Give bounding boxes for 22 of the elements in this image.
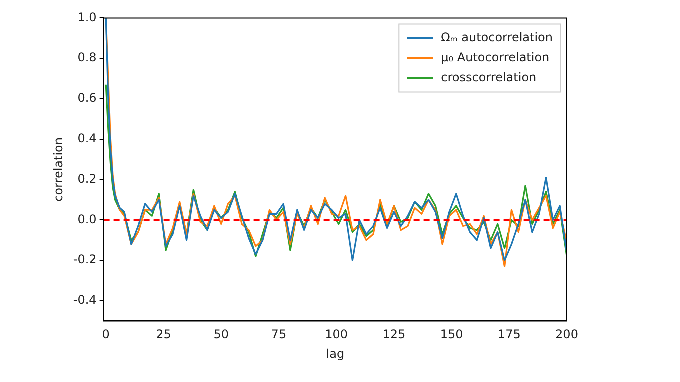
- y-tick-label: -0.2: [73, 252, 97, 267]
- x-tick-label: 100: [325, 328, 348, 342]
- x-tick-label: 125: [382, 328, 406, 342]
- y-tick-label: 0.8: [78, 50, 97, 65]
- x-axis-title: lag: [326, 346, 345, 361]
- y-tick-label: -0.4: [73, 293, 97, 308]
- legend-label: crosscorrelation: [441, 70, 537, 84]
- y-tick-label: 1.0: [78, 10, 97, 24]
- x-tick-label: 75: [271, 328, 287, 342]
- x-tick-label: 50: [214, 328, 229, 342]
- x-tick-label: 150: [440, 328, 464, 342]
- y-axis-title: correlation: [51, 138, 66, 202]
- legend-label: μ₀ Autocorrelation: [441, 50, 550, 64]
- x-tick-label: 200: [556, 328, 578, 342]
- x-tick-label: 175: [498, 328, 521, 342]
- y-tick-label: 0.4: [78, 132, 97, 146]
- x-tick-label: 0: [102, 328, 110, 342]
- y-tick-label: 0.6: [78, 91, 97, 106]
- y-tick-label: 0.0: [78, 212, 97, 226]
- y-tick-label: 0.2: [78, 172, 97, 186]
- legend-label: Ωₘ autocorrelation: [441, 30, 554, 44]
- x-tick-label: 25: [156, 328, 172, 342]
